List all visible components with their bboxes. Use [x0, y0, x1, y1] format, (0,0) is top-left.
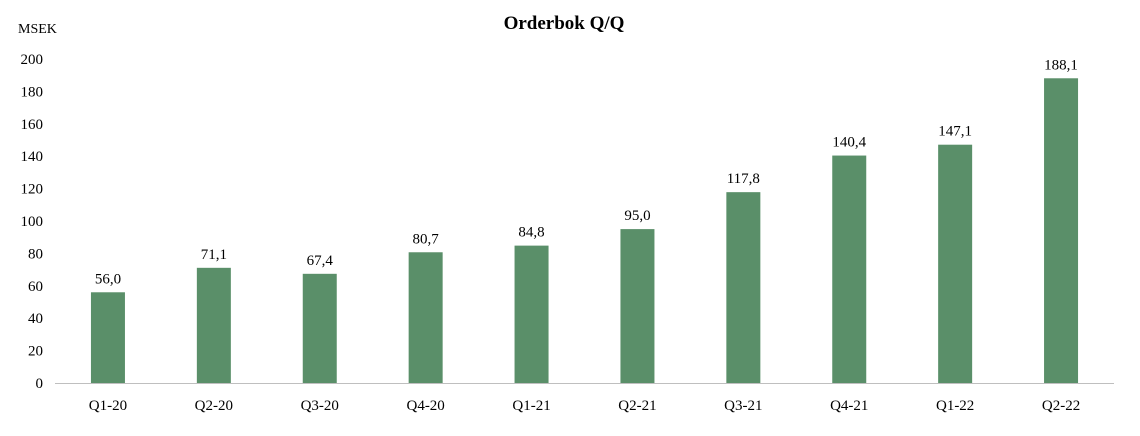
x-axis-labels: Q1-20 Q2-20 Q3-20 Q4-20 Q1-21 Q2-21 Q3-21 Q4-21… [89, 398, 1080, 414]
bar [408, 252, 443, 383]
data-label: 188,1 [1044, 57, 1078, 73]
y-tick-label: 20 [28, 344, 43, 360]
chart-title: Orderbok Q/Q [504, 13, 625, 34]
data-label: 67,4 [307, 253, 334, 269]
bar [620, 229, 655, 383]
y-tick-label: 80 [28, 246, 43, 262]
x-tick-label: Q2-20 [195, 398, 233, 414]
x-tick-label: Q4-20 [406, 398, 444, 414]
data-label: 147,1 [938, 124, 972, 140]
y-tick-label: 200 [21, 52, 44, 68]
data-labels: 56,0 71,1 67,4 80,7 84,8 95,0 117,8 140,4 147,1 1… [95, 57, 1078, 287]
bars [90, 78, 1079, 383]
bar [514, 245, 549, 383]
y-tick-label: 100 [21, 214, 44, 230]
x-tick-label: Q1-21 [512, 398, 550, 414]
bar [196, 267, 231, 383]
bar [302, 273, 337, 383]
y-tick-label: 160 [21, 117, 44, 133]
x-tick-label: Q1-22 [936, 398, 974, 414]
y-tick-label: 180 [21, 84, 44, 100]
data-label: 140,4 [832, 135, 866, 151]
y-tick-label: 140 [21, 149, 44, 165]
data-label: 56,0 [95, 271, 121, 287]
data-label: 117,8 [727, 171, 760, 187]
bar [832, 155, 867, 383]
y-tick-label: 60 [28, 279, 43, 295]
y-axis-unit-label: MSEK [18, 22, 57, 37]
y-tick-label: 40 [28, 311, 43, 327]
data-label: 80,7 [413, 231, 440, 247]
x-tick-label: Q2-21 [618, 398, 656, 414]
x-tick-label: Q3-21 [724, 398, 762, 414]
bar [90, 292, 125, 383]
y-axis-ticks: 0 20 40 60 80 100 120 140 160 180 200 [21, 52, 44, 392]
x-tick-label: Q4-21 [830, 398, 868, 414]
y-tick-label: 0 [36, 376, 44, 392]
data-label: 71,1 [201, 247, 227, 263]
bar [1044, 78, 1079, 383]
x-tick-label: Q1-20 [89, 398, 127, 414]
x-tick-label: Q2-22 [1042, 398, 1080, 414]
data-label: 95,0 [624, 208, 650, 224]
bar [938, 144, 973, 383]
y-tick-label: 120 [21, 182, 44, 198]
bar [726, 192, 761, 383]
data-label: 84,8 [518, 225, 544, 241]
x-tick-label: Q3-20 [301, 398, 339, 414]
